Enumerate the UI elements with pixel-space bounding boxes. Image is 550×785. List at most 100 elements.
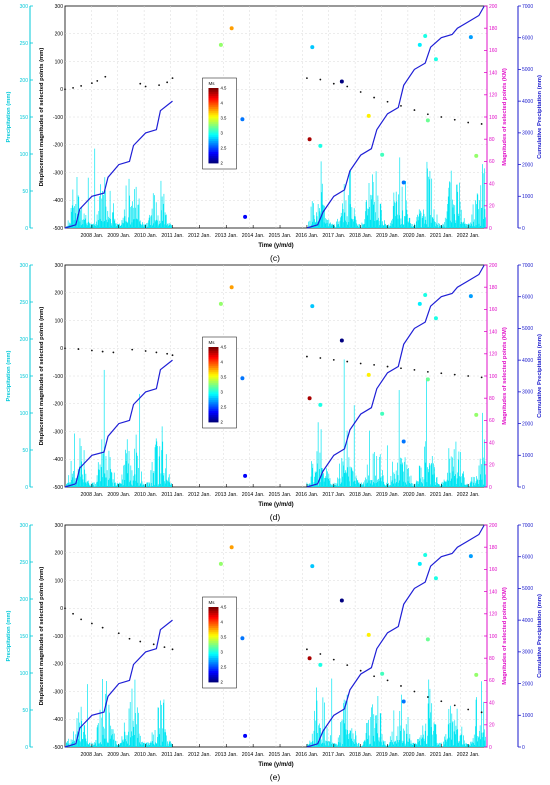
colorbar-step [208, 390, 219, 393]
earthquake-point [380, 152, 385, 157]
colorbar-step [208, 149, 219, 153]
colorbar-title: Ms [208, 81, 215, 86]
x-tick-label: 2021 Jan. [430, 752, 453, 758]
x-tick-label: 2014 Jan. [242, 752, 265, 758]
colorbar-step [208, 104, 219, 108]
magnitude-tick-label: 80 [489, 656, 495, 662]
colorbar-step [208, 142, 219, 145]
colorbar-step [208, 407, 219, 410]
colorbar-step [208, 95, 219, 98]
displacement-tick-label: -100 [53, 634, 63, 640]
colorbar-step [208, 93, 219, 96]
displacement-point [90, 349, 93, 352]
x-axis-title: Time (y/m/d) [258, 502, 293, 508]
colorbar-step [208, 416, 219, 419]
displacement-point [453, 704, 456, 707]
precipitation-bars [65, 359, 486, 487]
colorbar-tick: 2 [220, 680, 223, 685]
colorbar-step [208, 638, 219, 642]
displacement-point [319, 653, 322, 655]
displacement-point [171, 648, 174, 651]
displacement-point [346, 664, 349, 667]
magnitude-tick-label: 60 [489, 159, 495, 165]
precipitation-tick-label: 100 [20, 152, 29, 158]
displacement-point [453, 118, 456, 121]
displacement-tick-label: -300 [53, 429, 63, 435]
magnitude-tick-label: 0 [489, 745, 492, 751]
displacement-point [400, 105, 402, 107]
displacement-point [166, 352, 169, 355]
earthquake-point [474, 153, 479, 158]
x-tick-label: 2019 Jan. [376, 492, 399, 498]
precipitation-tick-label: 150 [20, 374, 29, 380]
displacement-point [386, 679, 389, 682]
displacement-tick-label: 200 [55, 551, 64, 557]
displacement-tick-label: -500 [53, 226, 63, 232]
displacement-point [373, 364, 376, 366]
cumulative-axis-title: Cumulative Precipitation (mm) [537, 75, 543, 159]
colorbar-tick: 2.5 [220, 146, 227, 151]
colorbar-step [208, 620, 219, 623]
magnitude-tick-label: 100 [489, 374, 498, 380]
colorbar-step [208, 133, 219, 136]
x-tick-label: 2011 Jan. [161, 233, 183, 239]
earthquake-point [310, 564, 315, 569]
cumulative-precipitation-line [64, 264, 485, 488]
earthquake-point [366, 113, 371, 118]
chart-panel-3: Ms 2 2.5 3 3.5 4 4.5 2008 Jan. 2009 Jan. 2010 Jan… [6, 523, 543, 782]
displacement-point [72, 86, 74, 89]
magnitude-tick-label: 180 [489, 26, 498, 32]
earthquake-point [218, 561, 223, 566]
precipitation-tick-label: 200 [20, 597, 29, 603]
colorbar-tick: 4 [220, 620, 223, 625]
colorbar-step [208, 148, 219, 151]
colorbar-step [208, 399, 219, 402]
earthquake-point [310, 45, 315, 50]
magnitude-tick-label: 20 [489, 723, 495, 729]
colorbar-step [208, 403, 219, 406]
colorbar-step [208, 382, 219, 385]
displacement-tick-label: -400 [53, 457, 63, 463]
colorbar-step [208, 138, 219, 141]
magnitude-tick-label: 80 [489, 396, 495, 402]
displacement-point [359, 669, 362, 672]
displacement-point [480, 711, 483, 714]
cumulative-tick-label: 6000 [522, 555, 533, 561]
colorbar-step [208, 380, 219, 384]
displacement-point [306, 355, 308, 358]
precipitation-tick-label: 200 [20, 78, 29, 84]
cumulative-tick-label: 4000 [522, 99, 533, 105]
colorbar-tick: 4.5 [220, 605, 227, 610]
colorbar-step [208, 129, 219, 132]
cumulative-tick-label: 2000 [522, 162, 533, 168]
earthquake-point [468, 294, 473, 299]
cumulative-tick-label: 4000 [522, 618, 533, 624]
colorbar-step [208, 384, 219, 387]
colorbar-step [208, 354, 219, 357]
colorbar-step [208, 161, 219, 164]
magnitude-tick-label: 120 [489, 93, 498, 99]
cumulative-tick-label: 6000 [522, 295, 533, 301]
colorbar-step [208, 362, 219, 365]
displacement-tick-label: 300 [55, 4, 64, 10]
precipitation-tick-label: 250 [20, 41, 29, 47]
colorbar-step [208, 629, 219, 632]
colorbar-step [208, 131, 219, 134]
cumulative-tick-label: 3000 [522, 390, 533, 396]
colorbar-step [208, 678, 219, 681]
colorbar-step [208, 121, 219, 125]
colorbar-step [208, 159, 219, 162]
colorbar-step [208, 650, 219, 653]
displacement-tick-label: 200 [55, 32, 64, 38]
earthquake-point [339, 79, 344, 84]
x-tick-label: 2016 Jan. [296, 752, 319, 758]
magnitude-tick-label: 200 [489, 4, 498, 10]
colorbar-step [208, 119, 219, 123]
displacement-axis-title: Displacement magnitudes of selected poin… [39, 307, 45, 446]
magnitude-tick-label: 140 [489, 589, 498, 595]
x-tick-label: 2008 Jan. [80, 233, 103, 239]
displacement-point [155, 351, 158, 354]
displacement-tick-label: -100 [53, 374, 63, 380]
displacement-point [96, 80, 99, 82]
colorbar-step [208, 395, 219, 399]
